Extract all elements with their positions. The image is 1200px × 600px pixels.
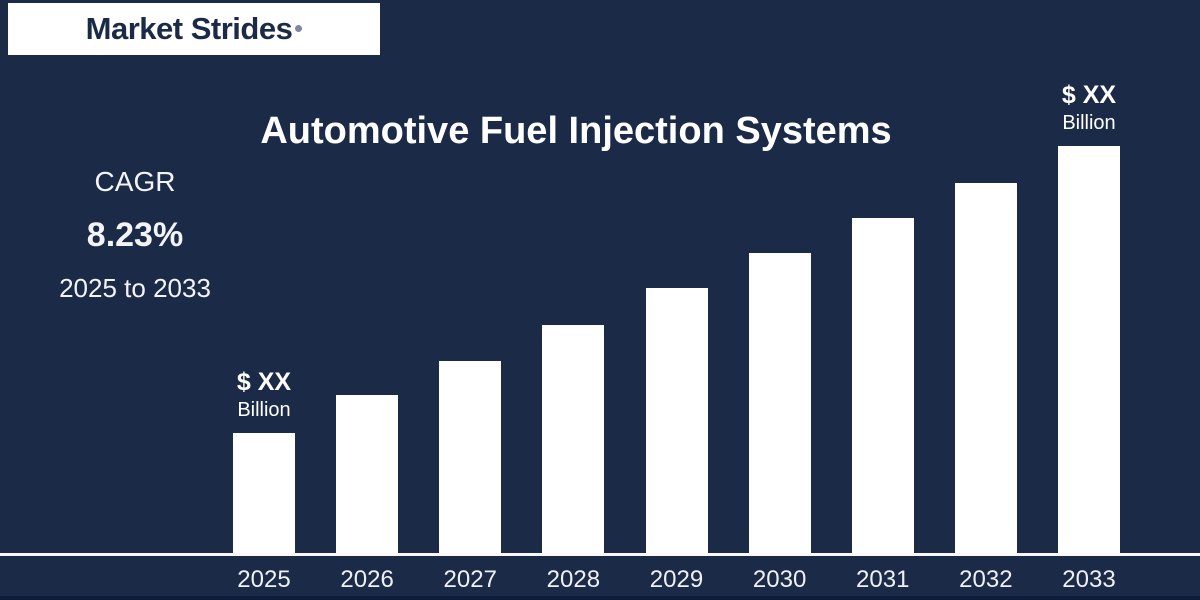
bar-2031 bbox=[851, 218, 914, 553]
bar-chart: $ XX Billion $ XX Billion bbox=[233, 81, 1120, 553]
x-axis-line bbox=[0, 553, 1200, 556]
x-tick-2033: 2033 bbox=[1062, 566, 1116, 593]
cagr-period: 2025 to 2033 bbox=[59, 273, 211, 303]
bar-column-2028 bbox=[542, 325, 605, 553]
cagr-block: CAGR 8.23% 2025 to 2033 bbox=[25, 166, 245, 304]
bar-2030 bbox=[748, 253, 811, 553]
bar-2026 bbox=[336, 395, 399, 553]
value-label-amount: $ XX bbox=[1061, 81, 1117, 109]
x-tick-2030: 2030 bbox=[752, 566, 807, 593]
value-label-unit: Billion bbox=[1062, 112, 1116, 134]
bar-2027 bbox=[439, 361, 502, 553]
bar-2033 bbox=[1058, 146, 1120, 553]
logo-dot-icon bbox=[295, 25, 303, 32]
bar-column-2032 bbox=[954, 183, 1017, 553]
cagr-value: 8.23% bbox=[86, 216, 184, 254]
x-tick-2027: 2027 bbox=[443, 566, 497, 593]
bar-2025 bbox=[233, 433, 295, 553]
bottom-strip bbox=[0, 596, 1200, 600]
x-tick-2029: 2029 bbox=[649, 566, 704, 593]
value-label-amount: $ XX bbox=[236, 368, 292, 396]
bar-column-2026 bbox=[336, 395, 399, 553]
x-tick-2028: 2028 bbox=[546, 566, 601, 593]
bar-column-2025: $ XX Billion bbox=[233, 368, 295, 553]
bar-2029 bbox=[645, 288, 708, 553]
x-axis-labels: 2025 2026 2027 2028 2029 2030 2031 2032 2033 bbox=[233, 566, 1120, 594]
x-tick-2032: 2032 bbox=[959, 566, 1013, 593]
bar-column-2033: $ XX Billion bbox=[1058, 81, 1120, 553]
x-tick-2025: 2025 bbox=[237, 566, 291, 593]
bar-2032 bbox=[954, 183, 1017, 553]
x-tick-2031: 2031 bbox=[856, 566, 910, 593]
bar-value-label-2025: $ XX Billion bbox=[237, 368, 291, 422]
logo-text: Market Strides bbox=[85, 11, 293, 46]
bar-value-label-2033: $ XX Billion bbox=[1062, 81, 1116, 135]
chart-title: Automotive Fuel Injection Systems bbox=[260, 110, 892, 152]
bar-column-2031 bbox=[851, 218, 914, 553]
cagr-label: CAGR bbox=[94, 166, 176, 197]
bar-column-2027 bbox=[439, 361, 502, 553]
market-strides-logo: Market Strides bbox=[8, 3, 380, 55]
bar-column-2029 bbox=[645, 288, 708, 553]
value-label-unit: Billion bbox=[237, 399, 291, 421]
x-tick-2026: 2026 bbox=[340, 566, 394, 593]
bar-column-2030 bbox=[748, 253, 811, 553]
bar-2028 bbox=[542, 325, 605, 553]
